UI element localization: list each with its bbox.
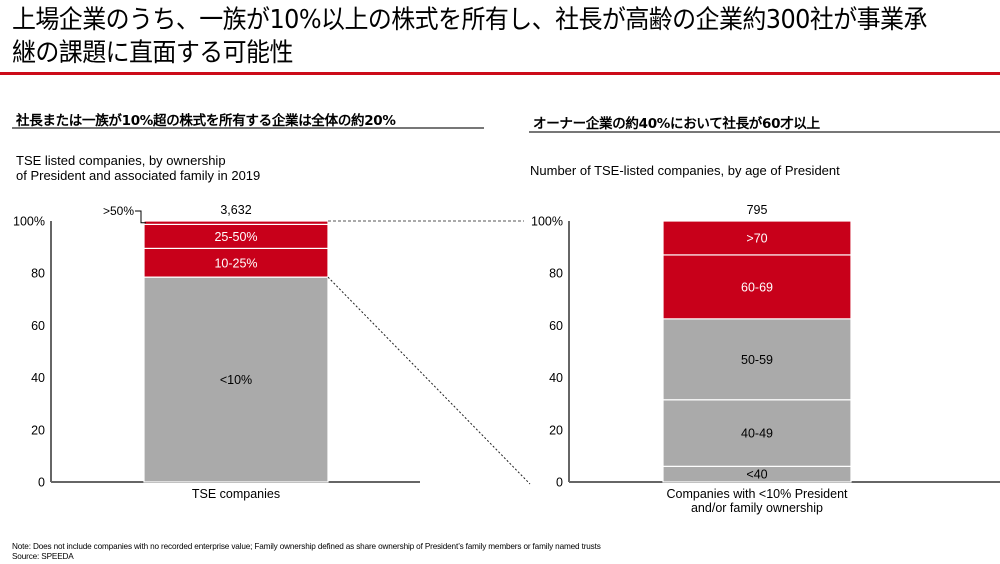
right-segment-label: <40 bbox=[746, 468, 767, 482]
left-outside-segment-label: >50% bbox=[103, 204, 134, 218]
right-y-tick-label: 60 bbox=[549, 319, 563, 333]
left-bar-segment bbox=[143, 247, 329, 278]
right-section-heading: オーナー企業の約40%において社長が60才以上 bbox=[533, 116, 820, 132]
right-segment-label: >70 bbox=[746, 231, 767, 245]
left-y-tick-label: 100% bbox=[13, 215, 45, 229]
right-segment-label: 60-69 bbox=[741, 280, 773, 294]
left-leader-line bbox=[135, 210, 146, 224]
left-total-label: 3,632 bbox=[220, 203, 251, 217]
left-section-divider bbox=[12, 127, 484, 129]
right-bar-segment bbox=[662, 399, 852, 467]
right-segment-label: 40-49 bbox=[741, 427, 773, 441]
right-y-tick-label: 40 bbox=[549, 371, 563, 385]
left-y-tick-label: 0 bbox=[38, 476, 45, 490]
title-divider bbox=[0, 72, 1000, 75]
left-chart-subtitle: TSE listed companies, by ownership of Pr… bbox=[16, 153, 261, 183]
left-segment-label: <10% bbox=[220, 373, 252, 387]
right-total-label: 795 bbox=[747, 203, 768, 217]
left-y-tick-label: 20 bbox=[31, 423, 45, 437]
footnote-note: Note: Does not include companies with no… bbox=[12, 542, 601, 551]
right-y-tick-label: 80 bbox=[549, 267, 563, 281]
left-y-tick-label: 80 bbox=[31, 267, 45, 281]
right-chart-subtitle: Number of TSE-listed companies, by age o… bbox=[530, 163, 840, 178]
left-bar-segment bbox=[143, 223, 329, 250]
left-segment-label: 25-50% bbox=[214, 230, 257, 244]
left-section-heading: 社長または一族が10%超の株式を所有する企業は全体の約20% bbox=[16, 113, 396, 129]
left-bar-segment bbox=[143, 220, 329, 225]
footnote: Note: Does not include companies with no… bbox=[12, 542, 601, 562]
right-category-label: and/or family ownership bbox=[691, 501, 823, 515]
right-segment-label: 50-59 bbox=[741, 353, 773, 367]
left-segment-label: 10-25% bbox=[214, 256, 257, 270]
page-title: 上場企業のうち、一族が10%以上の株式を所有し、社長が高齢の企業約300社が事業… bbox=[12, 5, 927, 68]
right-category-label: Companies with <10% President bbox=[667, 487, 849, 501]
right-bar-segment bbox=[662, 318, 852, 401]
left-bar-segment bbox=[143, 276, 329, 483]
right-y-tick-label: 100% bbox=[531, 215, 563, 229]
left-y-tick-label: 60 bbox=[31, 319, 45, 333]
right-y-tick-label: 0 bbox=[556, 476, 563, 490]
connector-diagonal-dashed-line bbox=[327, 276, 531, 485]
left-y-tick-label: 40 bbox=[31, 371, 45, 385]
left-category-label: TSE companies bbox=[192, 487, 280, 501]
right-section-divider bbox=[529, 131, 1000, 133]
footnote-source: Source: SPEEDA bbox=[12, 552, 74, 561]
right-y-tick-label: 20 bbox=[549, 423, 563, 437]
right-bar-segment bbox=[662, 254, 852, 320]
right-bar-segment bbox=[662, 220, 852, 256]
